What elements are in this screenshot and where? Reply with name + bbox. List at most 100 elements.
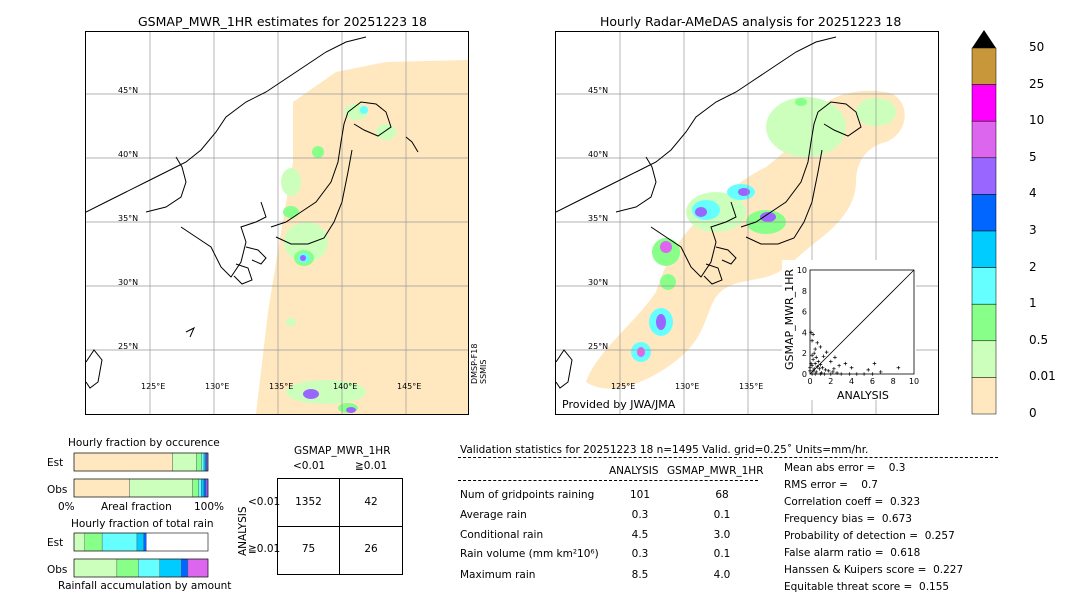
right-lat-35: 35°N	[588, 214, 609, 223]
scatter-xtick: 4	[849, 377, 854, 386]
scatter-ytick: 2	[802, 349, 807, 358]
left-lon-130: 130°E	[205, 382, 230, 391]
total-rain-segment	[84, 532, 103, 552]
scatter-point	[823, 368, 828, 372]
colorbar-swatch-c5	[971, 157, 997, 195]
colorbar-arrow	[972, 30, 996, 48]
contingency-cell-00: 1352	[295, 496, 322, 508]
scatter-point	[817, 367, 822, 371]
scatter-point	[809, 361, 813, 366]
right-lat-25: 25°N	[588, 342, 609, 351]
val-row-4-label: Maximum rain	[460, 569, 536, 581]
scatter-point	[812, 351, 816, 355]
scatter-point	[872, 361, 877, 366]
colorbar-swatch-c05	[971, 340, 997, 378]
left-lat-30: 30°N	[118, 278, 139, 287]
scatter-point	[810, 353, 814, 358]
scatter-xtick: 6	[870, 377, 875, 386]
right-lat-30: 30°N	[588, 278, 609, 287]
scatter-point	[813, 361, 817, 366]
scatter-point	[811, 369, 815, 373]
scatter-point	[821, 354, 826, 359]
scatter-xtick: 0	[807, 377, 812, 386]
scatter-point	[808, 365, 812, 370]
scatter-point	[855, 372, 859, 376]
score-6: Hanssen & Kuipers score = 0.227	[784, 564, 964, 576]
colorbar-swatch-c50	[971, 47, 997, 85]
val-row-2-analysis: 4.5	[631, 529, 649, 541]
scatter-xlabel: ANALYSIS	[837, 389, 889, 402]
left-swath	[256, 60, 468, 414]
occurrence-title: Hourly fraction by occurence	[68, 437, 220, 449]
scatter-point	[822, 372, 827, 376]
colorbar-swatch-c001	[971, 377, 997, 415]
occurrence-segment	[205, 478, 209, 498]
val-row-0-gsmap: 68	[715, 489, 729, 501]
left-map: 45°N 40°N 35°N 30°N 25°N 125°E 130°E 135…	[85, 31, 469, 415]
total-rain-segment	[73, 532, 85, 552]
contingency-col-ge: ≧0.01	[355, 460, 388, 472]
occurrence-segment	[203, 452, 206, 472]
contingency-col-lt: <0.01	[293, 460, 326, 472]
occurrence-segment	[192, 478, 199, 498]
score-0: Mean abs error = 0.3	[784, 462, 906, 474]
occurrence-segment	[129, 478, 193, 498]
left-lat-40: 40°N	[118, 150, 139, 159]
val-row-0-analysis: 101	[629, 489, 651, 501]
scatter-point	[839, 372, 843, 376]
scatter-point	[816, 359, 821, 364]
score-2: Correlation coeff = 0.323	[784, 496, 920, 508]
score-4: Probability of detection = 0.257	[784, 530, 955, 542]
val-row-4-analysis: 8.5	[631, 569, 649, 581]
scatter-point	[808, 369, 812, 373]
scatter-point	[818, 362, 823, 367]
right-lon-125: 125°E	[611, 382, 636, 391]
scatter-point	[810, 372, 814, 376]
val-row-1-analysis: 0.3	[631, 509, 649, 521]
val-row-4-gsmap: 4.0	[713, 569, 731, 581]
scatter-xtick: 2	[828, 377, 833, 386]
scatter-ytick: 6	[802, 308, 807, 317]
val-row-0-label: Num of gridpoints raining	[460, 489, 595, 501]
colorbar-tick-label: 3	[1029, 223, 1037, 237]
contingency-cell-10: 75	[301, 543, 316, 555]
colorbar-tick-label: 25	[1029, 76, 1045, 91]
total-rain-obs-label: Obs	[47, 564, 68, 576]
contingency-row-ge: ≧0.01	[248, 543, 281, 555]
scatter-point	[847, 372, 852, 376]
val-row-3-label: Rain volume (mm km²10⁶)	[460, 548, 599, 560]
scatter-point	[878, 370, 883, 374]
total-rain-segment	[138, 558, 160, 578]
right-lat-40: 40°N	[588, 150, 609, 159]
occurrence-axis-mid: Areal fraction	[101, 501, 172, 513]
right-grid	[556, 32, 938, 414]
colorbar-tick-label: 2	[1029, 259, 1037, 274]
scatter-point	[843, 361, 848, 366]
occurrence-obs-label: Obs	[47, 484, 68, 496]
occurrence-bar-frame	[73, 452, 209, 472]
validation-col-divider	[458, 480, 758, 481]
total-rain-segment	[143, 532, 147, 552]
scatter-point	[811, 332, 815, 337]
contingency-title: GSMAP_MWR_1HR	[294, 445, 391, 457]
total-rain-bar-frame	[73, 558, 209, 578]
colorbar-tick-label: 0.5	[1029, 332, 1049, 347]
occurrence-axis-right: 100%	[194, 501, 225, 513]
occurrence-est-label: Est	[47, 457, 64, 469]
occurrence-bar-frame	[73, 478, 209, 498]
scatter-point	[870, 372, 875, 376]
left-coastlines	[86, 36, 419, 389]
scatter-point	[833, 355, 837, 360]
right-coastlines	[556, 36, 862, 389]
total-rain-segment	[187, 558, 209, 578]
occurrence-segment	[201, 452, 205, 472]
val-row-1-label: Average rain	[460, 509, 527, 521]
colorbar-tick-label: 50	[1029, 40, 1045, 54]
left-lat-45: 45°N	[118, 86, 139, 95]
occurrence-segment	[73, 452, 173, 472]
score-7: Equitable threat score = 0.155	[784, 581, 950, 593]
score-5: False alarm ratio = 0.618	[784, 547, 921, 559]
left-map-canvas	[86, 32, 468, 414]
left-lon-145: 145°E	[397, 382, 422, 391]
colorbar-tick-label: 4	[1029, 186, 1037, 201]
